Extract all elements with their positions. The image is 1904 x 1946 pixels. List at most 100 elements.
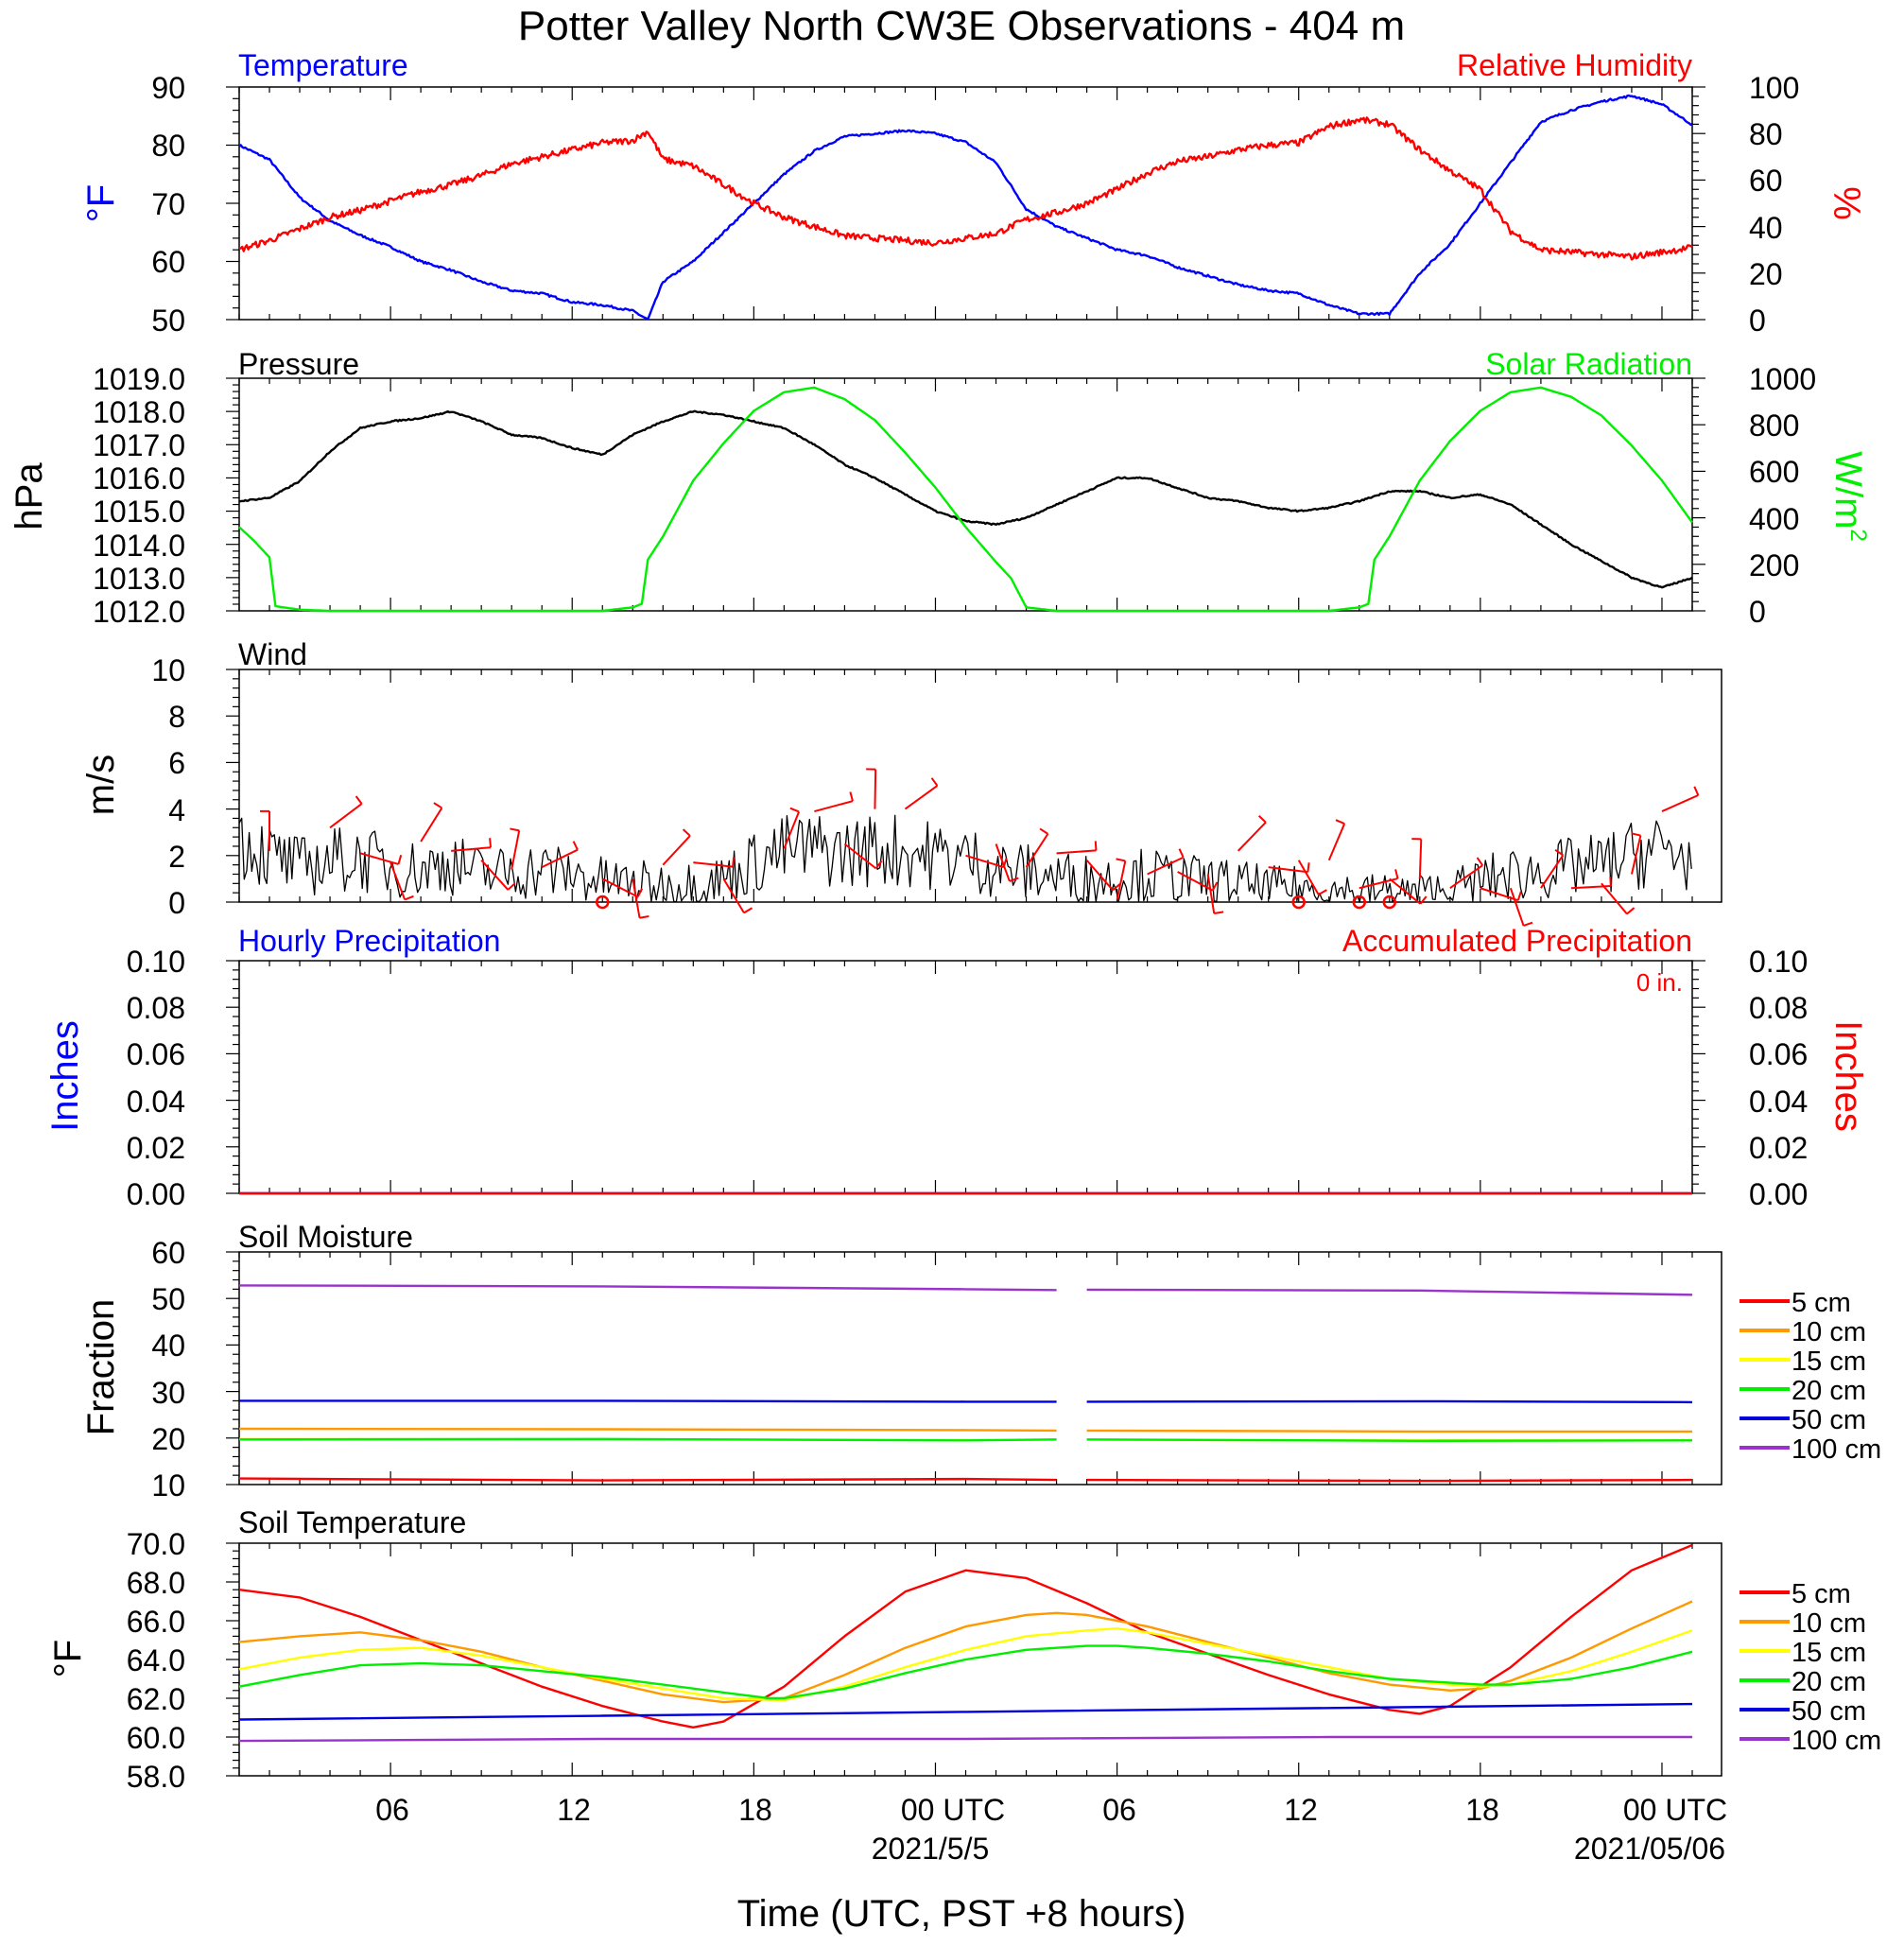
- humidity-axis-label: %: [1826, 186, 1867, 220]
- wind-barb: [874, 769, 877, 809]
- wind-barb: [1509, 887, 1525, 927]
- ytick-label: 68.0: [127, 1566, 185, 1600]
- wind-barb: [1297, 860, 1320, 895]
- series-line-100-cm: [1086, 1288, 1693, 1296]
- wind-barb-flag: [874, 860, 883, 869]
- ytick-label: 10: [151, 1468, 185, 1503]
- wind-barb-flag: [1516, 891, 1522, 901]
- wind-barb-flag: [510, 827, 520, 832]
- panel-soil-temp: Soil Temperature °F 70.0 68.0 66.0 64.0 …: [47, 1505, 1881, 1794]
- wind-barb-flag: [489, 838, 492, 848]
- wind-barb-flag: [433, 802, 442, 809]
- ytick-label-right: 800: [1749, 408, 1799, 443]
- xtick-label: 00 UTC: [1623, 1793, 1727, 1827]
- wind-barb: [662, 835, 691, 866]
- legend-label: 50 cm: [1791, 1405, 1866, 1435]
- wind-title: Wind: [238, 637, 307, 671]
- ytick-label: 4: [168, 793, 185, 827]
- ytick-label-right: 40: [1749, 211, 1783, 245]
- plot-frame-soil-moisture: [238, 1251, 1722, 1486]
- ytick-label: 0.10: [127, 945, 185, 979]
- wind-barb: [1601, 882, 1628, 915]
- ytick-label: 1014.0: [93, 529, 185, 563]
- ytick-label: 0.06: [127, 1037, 185, 1071]
- wind-barb-flag: [1419, 895, 1428, 905]
- ytick-label: 0: [168, 886, 185, 920]
- wind-barb-flag: [1554, 848, 1564, 857]
- wind-barb-flag: [1257, 815, 1267, 824]
- wind-barb: [693, 861, 734, 868]
- wind-barb-flag: [1094, 841, 1098, 851]
- wind-barb-flag: [1335, 819, 1345, 825]
- xtick-label: 18: [738, 1793, 772, 1827]
- legend-label: 50 cm: [1791, 1696, 1866, 1727]
- wind-barb: [632, 878, 641, 918]
- ytick-label-right: 0.02: [1749, 1131, 1808, 1165]
- ytick-label-right: 0.06: [1749, 1037, 1808, 1071]
- xtick-label: 12: [557, 1793, 591, 1827]
- pressure-axis-label: hPa: [9, 462, 50, 530]
- x-axis-title: Time (UTC, PST +8 hours): [737, 1893, 1186, 1935]
- wind-barb: [480, 860, 510, 891]
- plot-frame-temp-rh: [238, 86, 1693, 321]
- legend-label: 20 cm: [1791, 1667, 1866, 1697]
- series-line-solar-radiation: [238, 386, 1693, 613]
- ytick-label-right: 0: [1749, 595, 1766, 629]
- wind-barb-flag: [732, 857, 736, 867]
- ytick-label-right: 0: [1749, 304, 1766, 338]
- series-line-10-cm: [1086, 1429, 1692, 1433]
- xtick-label: 12: [1284, 1793, 1318, 1827]
- wind-barb: [420, 807, 443, 843]
- series-line-wind: [238, 814, 1692, 903]
- wind-barb-flag: [743, 907, 753, 914]
- ytick-label-right: 100: [1749, 71, 1799, 105]
- ytick-label: 1015.0: [93, 495, 185, 529]
- ytick-label-right: 0.00: [1749, 1177, 1808, 1211]
- precip-total-label: 0 in.: [1636, 968, 1683, 997]
- ytick-label: 60: [151, 245, 185, 279]
- wind-barb: [541, 848, 579, 868]
- ytick-label-right: 400: [1749, 502, 1799, 536]
- wind-barb: [1147, 856, 1185, 876]
- wind-barb-flag: [1476, 857, 1484, 866]
- wind-barb-flag: [1693, 786, 1700, 796]
- ytick-label: 64.0: [127, 1643, 185, 1677]
- wind-barb: [511, 830, 521, 870]
- ytick-label: 60: [151, 1236, 185, 1270]
- ytick-label: 90: [151, 71, 185, 105]
- legend-label: 5 cm: [1791, 1579, 1851, 1609]
- series-line-50-cm: [239, 1399, 1057, 1403]
- ytick-label: 1017.0: [93, 428, 185, 462]
- ytick-label: 62.0: [127, 1682, 185, 1716]
- solar-axis-unit-sup: 2: [1845, 529, 1871, 541]
- soil-temp-title: Soil Temperature: [238, 1505, 466, 1539]
- series-line-20-cm: [238, 1437, 1057, 1442]
- legend-soil-temp: 5 cm 10 cm 15 cm 20 cm 50 cm 100 cm: [1740, 1579, 1881, 1756]
- hourly-precip-title: Hourly Precipitation: [238, 924, 500, 958]
- figure-title: Potter Valley North CW3E Observations - …: [518, 3, 1405, 49]
- series-line-100-cm: [238, 1284, 1057, 1292]
- humidity-title: Relative Humidity: [1457, 48, 1692, 82]
- legend-label: 15 cm: [1791, 1638, 1866, 1668]
- hourly-precip-axis-label: Inches: [44, 1020, 86, 1132]
- soil-moisture-title: Soil Moisture: [238, 1220, 413, 1254]
- series-line-10-cm: [238, 1427, 1057, 1433]
- ytick-label-right: 200: [1749, 548, 1799, 582]
- calm-wind-marker: [1352, 895, 1367, 910]
- wind-barb: [1327, 823, 1346, 861]
- wind-barb-flag: [930, 777, 939, 787]
- xtick-label: 06: [1102, 1793, 1136, 1827]
- wind-barb-flag: [1318, 889, 1327, 895]
- wind-axis-label: m/s: [80, 755, 122, 815]
- xtick-label: 18: [1465, 1793, 1499, 1827]
- wind-barb-flag: [636, 888, 644, 897]
- ytick-label: 40: [151, 1329, 185, 1363]
- wind-barb: [995, 843, 1011, 882]
- ytick-label-right: 600: [1749, 455, 1799, 489]
- ytick-label: 30: [151, 1376, 185, 1410]
- calm-wind-marker: [596, 895, 610, 910]
- legend-label: 10 cm: [1791, 1317, 1866, 1347]
- wind-barb: [843, 843, 877, 870]
- panel-wind: Wind m/s 10 8 6 4 2 0: [80, 637, 1722, 927]
- panel-precip: Hourly Precipitation Accumulated Precipi…: [44, 924, 1869, 1211]
